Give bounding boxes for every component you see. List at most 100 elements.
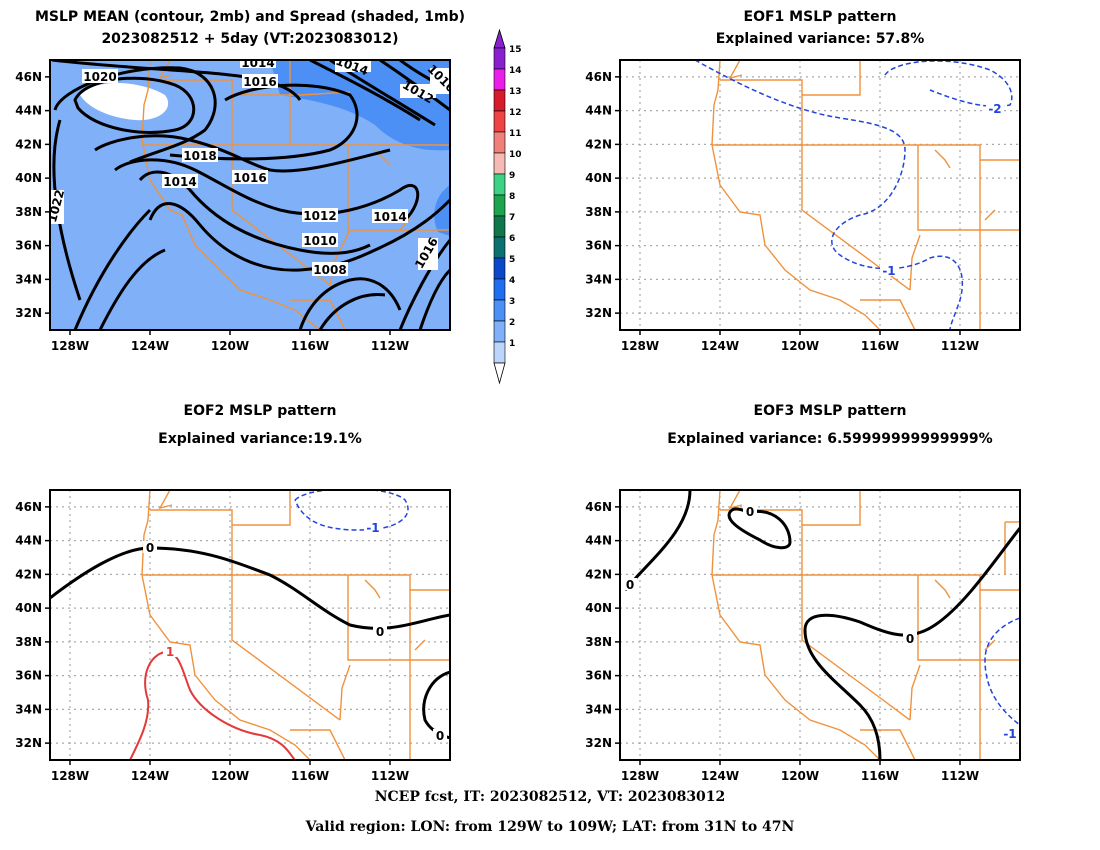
- lon-tick-label: 120W: [781, 339, 819, 353]
- contour-label: 0: [906, 632, 914, 646]
- lat-tick-label: 36N: [15, 239, 42, 253]
- colorbar-label: 4: [509, 276, 515, 286]
- lat-tick-label: 44N: [15, 534, 42, 548]
- panel4-title: EOF3 MSLP pattern Explained variance: 6.…: [620, 403, 1040, 447]
- lon-tick-label: 120W: [211, 769, 249, 783]
- spread-shading-high-east: [434, 185, 450, 236]
- colorbar-segment: [493, 131, 506, 154]
- colorbar-segment: [493, 47, 506, 70]
- lon-tick-label: 124W: [131, 769, 169, 783]
- contour-label: 1010: [303, 234, 336, 248]
- panel2-map: -2 -1 46N 44N 42N 40N 38N 36N 34N 32N 128W 124W 12…: [585, 59, 1021, 353]
- lat-tick-label: 32N: [15, 306, 42, 320]
- panel2-frame: [619, 59, 1021, 331]
- panel4-grid: [620, 490, 1020, 760]
- colorbar-label: 7: [509, 213, 515, 223]
- colorbar-segment: [493, 299, 506, 322]
- lon-tick-label: 116W: [861, 769, 899, 783]
- lon-tick-label: 128W: [51, 769, 89, 783]
- contour-label: 1018: [183, 149, 216, 163]
- colorbar-label: 5: [509, 255, 515, 265]
- lat-tick-label: 38N: [585, 205, 612, 219]
- map-borders: [711, 60, 1020, 330]
- lat-tick-label: 42N: [15, 137, 42, 151]
- colorbar-bottom-arrow: [493, 362, 506, 385]
- lon-tick-label: 128W: [621, 769, 659, 783]
- colorbar-label: 1: [509, 339, 515, 349]
- lat-tick-label: 34N: [15, 272, 42, 286]
- footer-line1: NCEP fcst, IT: 2023082512, VT: 202308301…: [374, 789, 726, 805]
- lon-tick-label: 116W: [291, 769, 329, 783]
- contour-label: -1: [882, 264, 895, 278]
- panel2-axes: 46N 44N 42N 40N 38N 36N 34N 32N 128W 124W 120W 116W…: [585, 70, 979, 353]
- colorbar-segment: [493, 215, 506, 238]
- colorbar-label: 3: [509, 297, 515, 307]
- panel4-contour-labels: 0 0 0 -1: [623, 505, 1019, 741]
- colorbar-label: 6: [509, 234, 515, 244]
- lon-tick-label: 112W: [941, 339, 979, 353]
- panel4-frame: [619, 489, 1021, 761]
- lat-tick-label: 32N: [15, 736, 42, 750]
- lat-tick-label: 42N: [15, 567, 42, 581]
- lon-tick-label: 112W: [941, 769, 979, 783]
- panel1-title: MSLP MEAN (contour, 2mb) and Spread (sha…: [0, 9, 500, 47]
- panel1-axes: 46N 44N 42N 40N 38N 36N 34N 32N 128W 124W 120W 116W…: [15, 70, 409, 353]
- lat-tick-label: 46N: [15, 500, 42, 514]
- lon-tick-label: 124W: [701, 769, 739, 783]
- colorbar-segment: [493, 278, 506, 301]
- lat-tick-label: 46N: [585, 70, 612, 84]
- panel3-axes: 46N 44N 42N 40N 38N 36N 34N 32N 128W 124W 120W 116W…: [15, 500, 409, 783]
- eof3-contours: [623, 490, 1020, 760]
- colorbar-label: 13: [509, 87, 522, 97]
- panel2-title: EOF1 MSLP pattern Explained variance: 57…: [620, 9, 1020, 47]
- spread-colorbar: 15 14 13 12 11 10 9 8 7 6 5 4 3 2 1: [493, 28, 522, 385]
- contour-label: -1: [366, 521, 379, 535]
- lon-tick-label: 128W: [621, 339, 659, 353]
- map-borders: [141, 490, 450, 760]
- lat-tick-label: 42N: [585, 567, 612, 581]
- colorbar-label: 8: [509, 192, 515, 202]
- lat-tick-label: 32N: [585, 306, 612, 320]
- contour-label: 1014: [241, 56, 274, 70]
- lat-tick-label: 36N: [585, 239, 612, 253]
- panel1-map: 1020 1014 1016 1018 1016 1014 1022 1012 …: [15, 56, 451, 353]
- lat-tick-label: 40N: [15, 171, 42, 185]
- colorbar-label: 11: [509, 129, 522, 139]
- panel2-title-line1: EOF1 MSLP pattern: [743, 9, 897, 25]
- spread-shading-high: [270, 60, 450, 151]
- lat-tick-label: 34N: [15, 702, 42, 716]
- contour-label: 0: [146, 541, 154, 555]
- lat-tick-label: 40N: [585, 171, 612, 185]
- colorbar-segment: [493, 152, 506, 175]
- panel3-map: -1 0 0 1 0 46N 44N 42N 40N 38N 36N 34N 32N 128W 1…: [15, 489, 451, 783]
- eof1-contours: [694, 60, 1013, 330]
- contour-label: 0: [436, 729, 444, 743]
- panel3-grid: [50, 490, 450, 760]
- lon-tick-label: 124W: [701, 339, 739, 353]
- contour-label: 1020: [83, 70, 116, 84]
- lon-tick-label: 120W: [211, 339, 249, 353]
- lat-tick-label: 36N: [15, 669, 42, 683]
- panel1-title-line1: MSLP MEAN (contour, 2mb) and Spread (sha…: [35, 9, 465, 25]
- lon-tick-label: 124W: [131, 339, 169, 353]
- colorbar-segment: [493, 194, 506, 217]
- footer-line2: Valid region: LON: from 129W to 109W; LA…: [305, 819, 795, 835]
- lat-tick-label: 42N: [585, 137, 612, 151]
- lat-tick-label: 36N: [585, 669, 612, 683]
- lat-tick-label: 38N: [585, 635, 612, 649]
- panel4-title-line1: EOF3 MSLP pattern: [753, 403, 907, 419]
- lat-tick-label: 40N: [585, 601, 612, 615]
- panel2-contour-labels: -2 -1: [880, 102, 1004, 278]
- panel1-title-line2: 2023082512 + 5day (VT:2023083012): [101, 31, 399, 47]
- colorbar-label: 10: [509, 150, 522, 160]
- panel4-title-line2: Explained variance: 6.59999999999999%: [667, 431, 993, 447]
- lat-tick-label: 38N: [15, 635, 42, 649]
- panel2-title-line2: Explained variance: 57.8%: [715, 31, 925, 47]
- lon-tick-label: 112W: [371, 769, 409, 783]
- spread-shading-low: [80, 82, 169, 121]
- lon-tick-label: 128W: [51, 339, 89, 353]
- panel3-title-line2: Explained variance:19.1%: [158, 431, 362, 447]
- colorbar-label: 2: [509, 318, 515, 328]
- colorbar-segment: [493, 110, 506, 133]
- colorbar-segment: [493, 68, 506, 91]
